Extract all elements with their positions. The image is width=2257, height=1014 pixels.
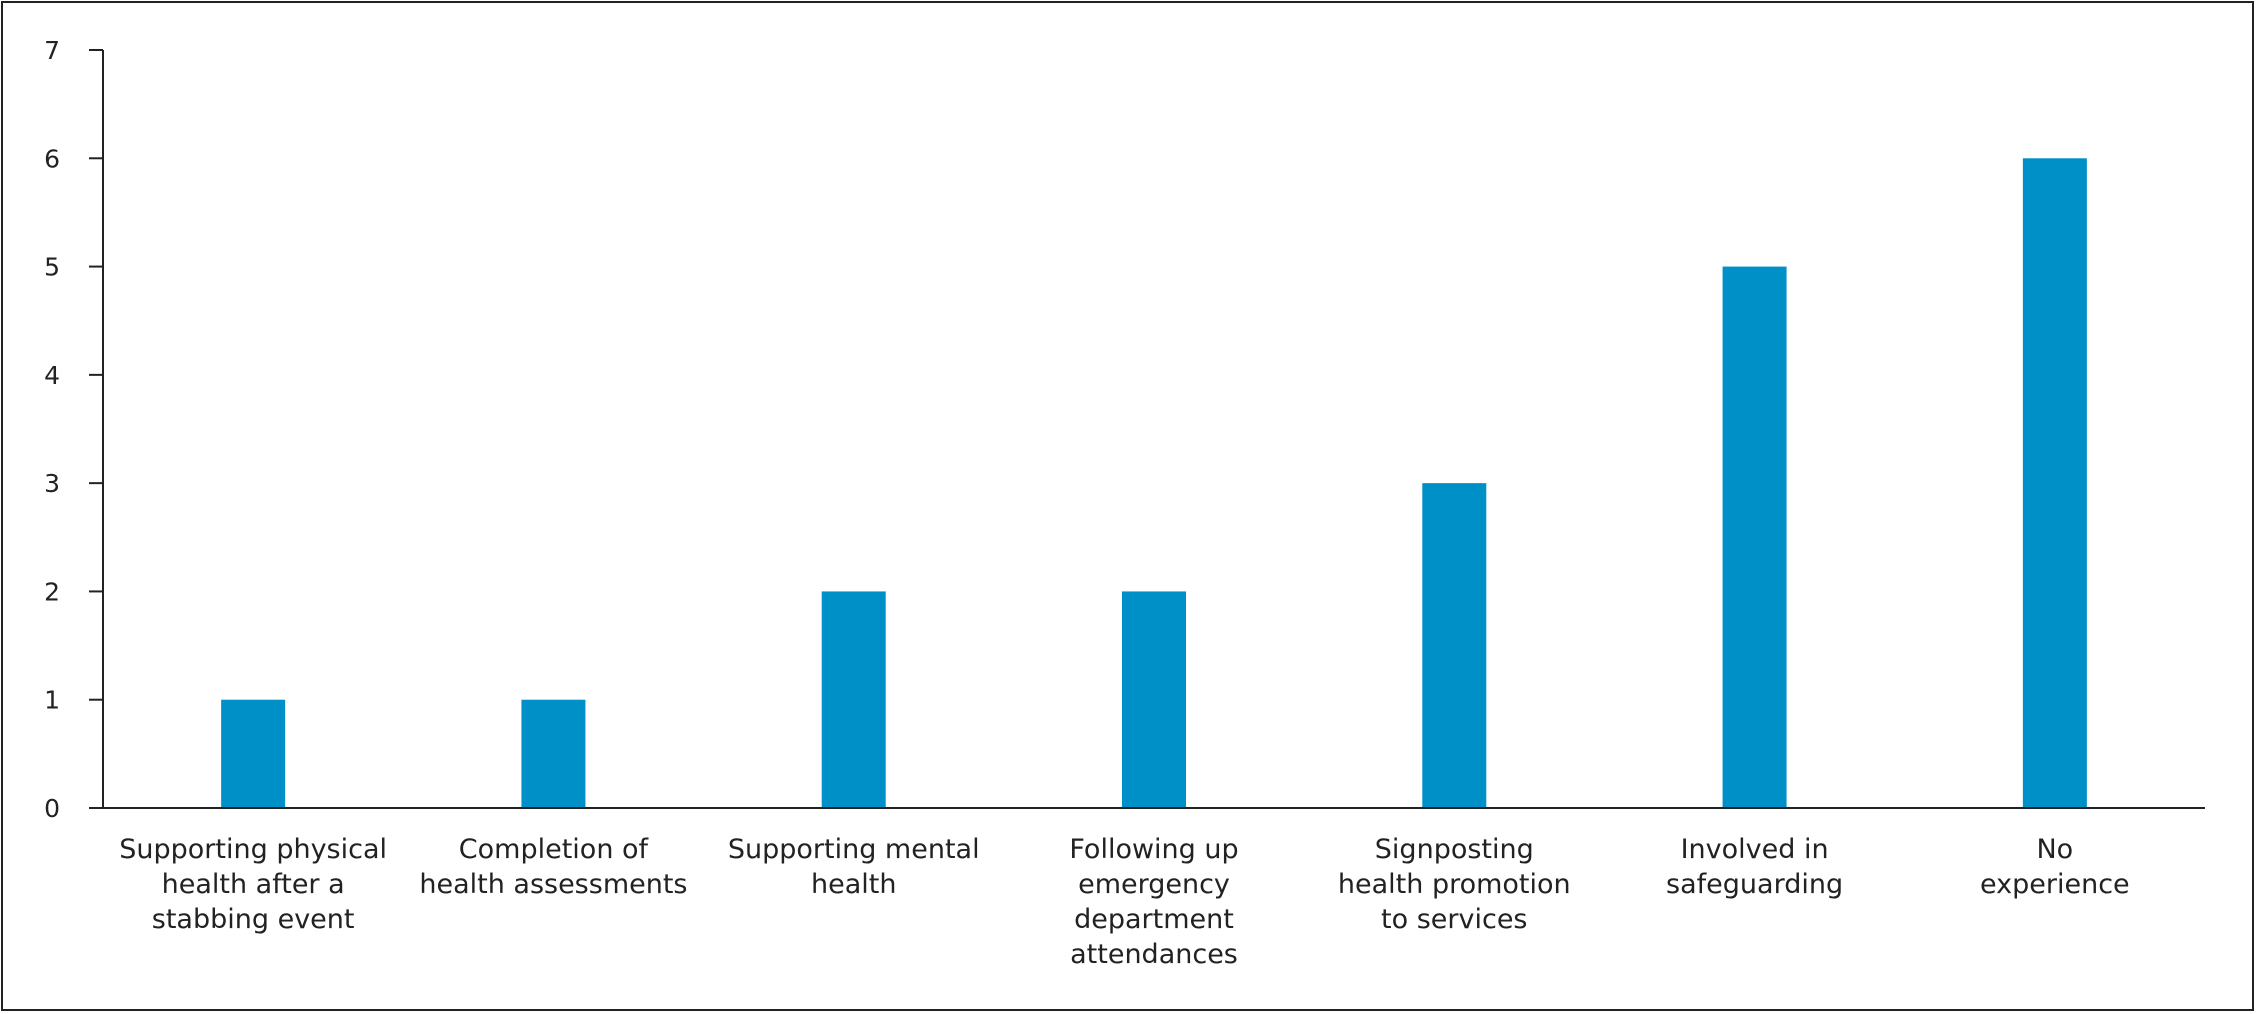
bars xyxy=(221,158,2087,809)
bar xyxy=(821,591,886,808)
x-category-label: Signposting health promotion to services xyxy=(1338,834,1571,935)
bar xyxy=(521,699,586,808)
x-category-label-line: Supporting mental xyxy=(728,834,980,865)
x-category-label: Supporting physical health after a stabbin… xyxy=(119,834,387,935)
y-tick-label: 6 xyxy=(44,144,60,173)
bar xyxy=(1122,591,1186,808)
y-tick-label: 2 xyxy=(44,577,60,606)
x-category-label: No experience xyxy=(1980,834,2130,900)
x-category-label: Completion of health assessments xyxy=(419,834,687,900)
x-category-label-line: health xyxy=(811,869,896,900)
y-tick-label: 0 xyxy=(44,794,60,823)
y-tick-label: 7 xyxy=(44,36,60,65)
x-category-label-line: department xyxy=(1074,904,1234,935)
x-category-label: Following up emergency department attendanc… xyxy=(1069,834,1238,970)
x-category-label-line: health promotion xyxy=(1338,869,1571,900)
x-category-label-line: safeguarding xyxy=(1666,869,1843,900)
x-category-label-line: Signposting xyxy=(1375,834,1534,865)
x-category-label-line: Supporting physical xyxy=(119,834,387,865)
y-tick-label: 4 xyxy=(44,361,60,390)
x-category-label-line: to services xyxy=(1381,904,1527,935)
x-category-label: Involved in safeguarding xyxy=(1666,834,1843,900)
x-category-label-line: experience xyxy=(1980,869,2130,900)
x-category-label: Supporting mental health xyxy=(728,834,980,900)
x-category-label-line: stabbing event xyxy=(152,904,355,935)
y-axis: 0 1 2 3 4 5 6 7 xyxy=(44,36,104,823)
x-category-label-line: Completion of xyxy=(459,834,650,865)
bar xyxy=(1422,483,1487,808)
y-tick-label: 3 xyxy=(44,469,60,498)
y-tick-label: 5 xyxy=(44,253,60,282)
x-category-label-line: emergency xyxy=(1078,869,1230,900)
x-axis-labels: Supporting physical health after a stabbin… xyxy=(119,834,2129,970)
x-category-label-line: health after a xyxy=(162,869,345,900)
x-category-label-line: attendances xyxy=(1070,939,1238,970)
bar xyxy=(221,699,286,808)
x-category-label-line: health assessments xyxy=(419,869,687,900)
bar xyxy=(1722,266,1787,809)
x-category-label-line: No xyxy=(2036,834,2073,865)
y-tick-label: 1 xyxy=(44,686,60,715)
x-category-label-line: Involved in xyxy=(1681,834,1829,865)
x-category-label-line: Following up xyxy=(1069,834,1238,865)
bar xyxy=(2022,158,2087,809)
